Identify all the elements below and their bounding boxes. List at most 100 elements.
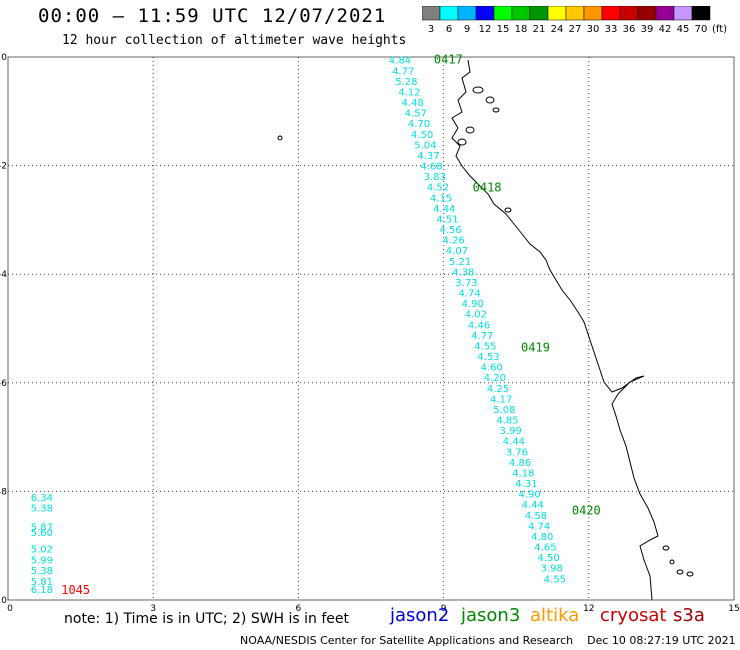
colorbar-label: 42 xyxy=(659,24,672,35)
swh-value: 4.58 xyxy=(525,511,547,522)
footer-credit: NOAA/NESDIS Center for Satellite Applica… xyxy=(240,634,736,647)
colorbar-unit: (ft) xyxy=(712,24,727,35)
island xyxy=(686,571,694,577)
swh-value: 5.81 xyxy=(31,577,53,588)
colorbar-label: 12 xyxy=(479,24,492,35)
swh-value: 4.56 xyxy=(439,225,461,236)
colorbar-label: 18 xyxy=(515,24,528,35)
swh-value: 4.60 xyxy=(481,363,503,374)
swh-value: 4.55 xyxy=(544,574,566,585)
swh-value: 3.83 xyxy=(424,172,446,183)
swh-value: 4.52 xyxy=(427,183,449,194)
colorbar-label: 3 xyxy=(428,24,434,35)
swh-value: 4.18 xyxy=(512,468,534,479)
swh-value: 4.55 xyxy=(474,341,496,352)
swh-value: 4.90 xyxy=(519,490,541,501)
y-tick-label: -10 xyxy=(0,596,7,606)
swh-value: 5.02 xyxy=(31,544,53,555)
colorbar-label: 45 xyxy=(677,24,690,35)
y-tick-label: -2 xyxy=(0,162,7,172)
island xyxy=(662,545,670,551)
colorbar-label: 39 xyxy=(641,24,654,35)
y-tick-label: -8 xyxy=(0,487,7,497)
colorbar-label: 6 xyxy=(446,24,452,35)
swh-value: 4.74 xyxy=(458,289,480,300)
island xyxy=(676,569,684,575)
swh-value: 4.37 xyxy=(417,151,439,162)
swh-value: 4.90 xyxy=(462,299,484,310)
swh-value: 5.38 xyxy=(31,566,53,577)
swh-value: 4.65 xyxy=(534,543,556,554)
y-tick-label: -4 xyxy=(0,270,7,280)
swh-value: 4.46 xyxy=(468,320,490,331)
island xyxy=(504,207,512,213)
island xyxy=(669,559,675,565)
swh-value: 4.50 xyxy=(537,553,559,564)
swh-value: 4.77 xyxy=(392,66,414,77)
swh-value: 3.98 xyxy=(541,564,563,575)
swh-value: 4.44 xyxy=(433,204,455,215)
swh-value: 4.51 xyxy=(436,214,458,225)
color-legend: 3 6 9 12 15 18 21 24 27 30 33 36 39 42 45 70 (ft) xyxy=(422,6,727,35)
chart-subtitle: 12 hour collection of altimeter wave hei… xyxy=(62,33,407,48)
swh-value: 5.87 xyxy=(31,523,53,534)
swh-value: 4.70 xyxy=(408,119,430,130)
plot-frame xyxy=(7,56,735,601)
x-tick-label: 15 xyxy=(728,604,739,614)
legend-altika: altika xyxy=(530,605,580,626)
swh-value: 4.74 xyxy=(528,521,550,532)
colorbar-label: 15 xyxy=(497,24,510,35)
x-tick-label: 6 xyxy=(296,604,302,614)
swh-value: 4.44 xyxy=(503,437,525,448)
swh-value: 4.02 xyxy=(465,310,487,321)
swh-value: 3.76 xyxy=(506,447,528,458)
swh-value: 4.57 xyxy=(405,109,427,120)
y-tick-label: 0 xyxy=(1,53,7,63)
legend-jason2: jason2 xyxy=(390,605,450,626)
track-time-label: 0417 xyxy=(434,53,463,67)
colorbar-label: 27 xyxy=(569,24,582,35)
swh-value: 4.68 xyxy=(421,162,443,173)
y-tick-label: -6 xyxy=(0,379,7,389)
colorbar-label: 33 xyxy=(605,24,618,35)
swh-value: 4.17 xyxy=(490,394,512,405)
track-time-label: 0420 xyxy=(572,503,601,517)
swh-value: 4.85 xyxy=(496,416,518,427)
x-tick-label: 0 xyxy=(7,604,13,614)
island xyxy=(277,135,283,141)
track-time-label: 0419 xyxy=(521,341,550,355)
swh-value: 5.38 xyxy=(31,504,53,515)
island xyxy=(457,138,467,146)
swh-value: 4.80 xyxy=(531,532,553,543)
swh-value: 4.38 xyxy=(452,267,474,278)
swh-value: 5.99 xyxy=(31,555,53,566)
colorbar-label: 21 xyxy=(533,24,546,35)
x-tick-label: 12 xyxy=(583,604,594,614)
chart-title: 00:00 – 11:59 UTC 12/07/2021 xyxy=(38,5,387,27)
swh-value: 6.18 xyxy=(31,585,53,596)
swh-value: 4.48 xyxy=(402,98,424,109)
swh-value: 4.07 xyxy=(446,246,468,257)
track-time-label: 0418 xyxy=(473,180,502,194)
swh-value: 4.84 xyxy=(389,56,411,67)
swh-value: 3.99 xyxy=(500,426,522,437)
island xyxy=(465,126,475,134)
swh-value: 6.34 xyxy=(31,493,53,504)
colorbar-label: 70 xyxy=(695,24,708,35)
swh-value: 4.25 xyxy=(487,384,509,395)
island xyxy=(472,86,484,94)
colorbar-label: 24 xyxy=(551,24,564,35)
island xyxy=(492,107,500,113)
x-tick-label: 9 xyxy=(441,604,447,614)
swh-value: 4.77 xyxy=(471,331,493,342)
colorbar-label: 9 xyxy=(464,24,470,35)
colorbar-swatch xyxy=(691,6,711,21)
swh-value: 4.86 xyxy=(509,458,531,469)
track-time-label: 1045 xyxy=(61,583,90,597)
swh-value: 4.31 xyxy=(515,479,537,490)
swh-value: 4.50 xyxy=(411,130,433,141)
swh-value: 4.26 xyxy=(443,236,465,247)
swh-value: 4.53 xyxy=(477,352,499,363)
swh-value: 4.12 xyxy=(398,87,420,98)
